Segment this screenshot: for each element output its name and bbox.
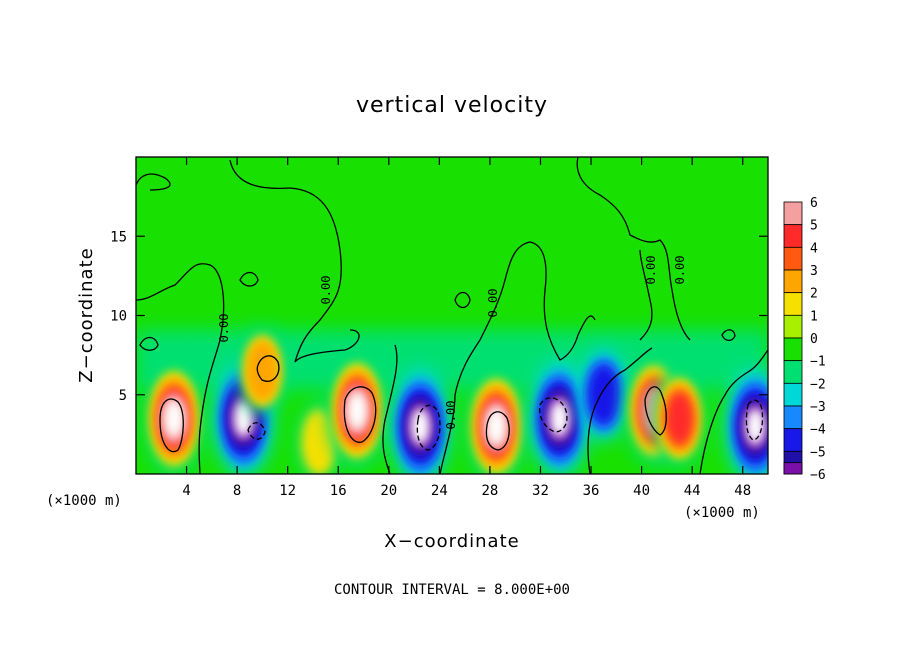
contour-line <box>485 411 510 451</box>
x-tick-label: 12 <box>279 483 296 499</box>
contour-labels: 0.00 0.00 0.00 0.00 0.00 0.00 <box>217 256 687 430</box>
colorbar-swatch <box>783 428 803 452</box>
cell-ring <box>486 407 506 446</box>
x-tick-label: 48 <box>734 483 751 499</box>
y-tick-label: 5 <box>119 388 127 404</box>
contour-line <box>256 355 280 382</box>
colorbar-tick-label: −6 <box>810 468 826 483</box>
colorbar-swatch <box>783 292 803 316</box>
y-axis-label: Z−coordinate <box>76 247 97 382</box>
contour-line <box>576 157 691 341</box>
convective-cell <box>466 368 527 474</box>
cell-ring <box>410 407 430 446</box>
x-axis-label: X−coordinate <box>384 531 519 552</box>
colorbar-swatch <box>783 224 803 248</box>
contours-layer <box>136 157 768 474</box>
colorbar-tick-label: −2 <box>810 377 826 392</box>
colorbar-tick-label: 4 <box>810 241 818 256</box>
y-axis-ticks: 5 10 15 <box>110 229 768 404</box>
contour-line <box>229 159 360 363</box>
x-tick-label: 44 <box>684 483 701 499</box>
colorbar-tick-label: −4 <box>810 423 826 438</box>
contour-label: 0.00 <box>644 256 658 285</box>
convective-cell <box>653 369 706 468</box>
contour-line <box>454 291 471 309</box>
contour-line <box>699 349 768 474</box>
colorbar-tick-label: 3 <box>810 264 818 279</box>
colorbar-tick-label: 5 <box>810 219 818 234</box>
colorbar-tick-label: −3 <box>810 400 826 415</box>
contour-line <box>136 263 225 474</box>
contour-label: 0.00 <box>319 276 333 305</box>
x-unit-right: (×1000 m) <box>684 505 760 521</box>
x-tick-label: 36 <box>583 483 600 499</box>
contour-label: 0.00 <box>217 314 231 343</box>
colorbar-swatch <box>783 382 803 407</box>
x-tick-label: 20 <box>380 483 397 499</box>
contour-line-dashed <box>745 399 764 441</box>
colorbar-tick-label: 1 <box>810 309 818 324</box>
contour-line-dashed <box>539 397 568 433</box>
convective-cell <box>143 360 204 474</box>
colorbar-swatch <box>783 201 803 226</box>
colorbar-tick-label: 0 <box>810 332 818 347</box>
colorbar-swatch <box>783 462 803 475</box>
contour-line <box>439 241 596 474</box>
contour-line <box>644 386 667 436</box>
contour-line-dashed <box>247 422 266 440</box>
y-tick-label: 15 <box>110 229 127 245</box>
contour-line-dashed <box>416 404 441 451</box>
cell-ring <box>233 399 254 438</box>
convective-cell <box>725 368 768 474</box>
colorbar-swatch <box>783 269 803 294</box>
contour-line <box>136 173 171 191</box>
x-unit-left: (×1000 m) <box>46 493 122 509</box>
cell-ring <box>246 340 279 402</box>
contour-line <box>239 271 259 287</box>
x-tick-label: 8 <box>233 483 241 499</box>
colorbar-tick-label: 2 <box>810 287 818 302</box>
x-axis-ticks: 4 8 12 16 20 24 28 32 36 40 44 48 <box>182 157 751 499</box>
cell-ring <box>164 399 184 438</box>
colorbar-tick-label: 6 <box>810 196 818 211</box>
x-tick-label: 28 <box>481 483 498 499</box>
colorbar-swatch <box>783 314 803 339</box>
colorbar-swatch <box>783 337 803 362</box>
contour-line <box>721 329 736 342</box>
contour-line <box>639 249 653 341</box>
cell-ring <box>347 392 367 430</box>
cell-ring <box>745 407 765 446</box>
colorbar-swatch <box>783 405 803 430</box>
convective-cell <box>327 352 388 469</box>
chart-title: vertical velocity <box>356 93 548 118</box>
contour-line <box>343 386 377 443</box>
convective-cell <box>390 368 451 474</box>
plot-area: 0.00 0.00 0.00 0.00 0.00 0.00 <box>136 157 768 474</box>
x-tick-label: 40 <box>633 483 650 499</box>
x-tick-label: 16 <box>330 483 347 499</box>
colorbar-tick-label: −1 <box>810 355 826 370</box>
x-tick-label: 32 <box>532 483 549 499</box>
contour-label: 0.00 <box>673 256 687 285</box>
contour-line <box>382 344 398 474</box>
contour-line <box>159 398 184 453</box>
colorbar-swatch <box>783 246 803 271</box>
contour-line <box>587 347 653 474</box>
colorbar: 6 5 4 3 2 1 0 −1 −2 −3 −4 −5 −6 <box>783 196 826 483</box>
contour-interval-note: CONTOUR INTERVAL = 8.000E+00 <box>334 582 570 598</box>
colorbar-swatch <box>783 360 803 384</box>
x-tick-label: 4 <box>182 483 190 499</box>
contour-line <box>139 336 159 351</box>
contour-label: 0.00 <box>444 401 458 430</box>
x-tick-label: 24 <box>431 483 448 499</box>
cell-ring <box>664 390 695 447</box>
convective-cell <box>529 360 590 474</box>
contour-label: 0.00 <box>486 289 500 318</box>
convective-cell <box>579 348 629 442</box>
y-tick-label: 10 <box>110 309 127 325</box>
colorbar-tick-label: −5 <box>810 445 826 460</box>
